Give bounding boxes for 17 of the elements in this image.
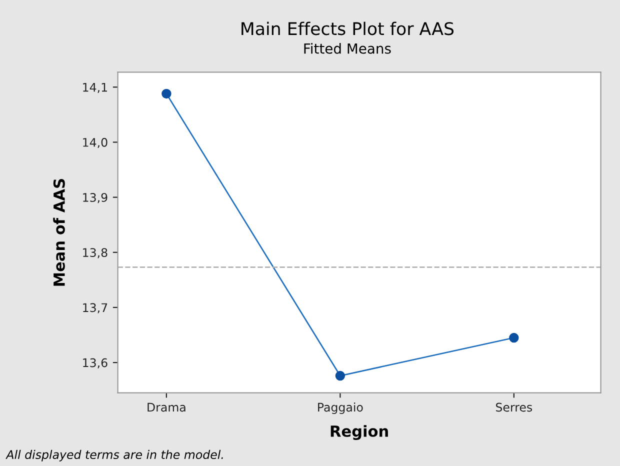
x-axis-title: Region (330, 425, 388, 440)
chart-title: Main Effects Plot for AAS (242, 22, 454, 36)
x-tick-label: Serres (496, 402, 532, 412)
point (509, 332, 519, 343)
y-tick-label: 13,6 (83, 358, 108, 368)
y-tick-label: 13,8 (83, 248, 108, 258)
x-tick-label: Drama (148, 402, 186, 412)
point (335, 370, 346, 381)
x-tick-label: Paggaio (318, 402, 363, 414)
y-axis-title: Mean of AAS (53, 179, 65, 286)
text: All displayed terms are in the model. (6, 450, 223, 462)
y-tick-label: 14,0 (83, 138, 108, 148)
y-tick-label: 14,1 (83, 82, 107, 93)
chart-subtitle: Fitted Means (304, 43, 391, 54)
y-tick-label: 13,9 (83, 193, 108, 204)
y-tick-label: 13,7 (83, 303, 108, 314)
point (162, 88, 172, 99)
